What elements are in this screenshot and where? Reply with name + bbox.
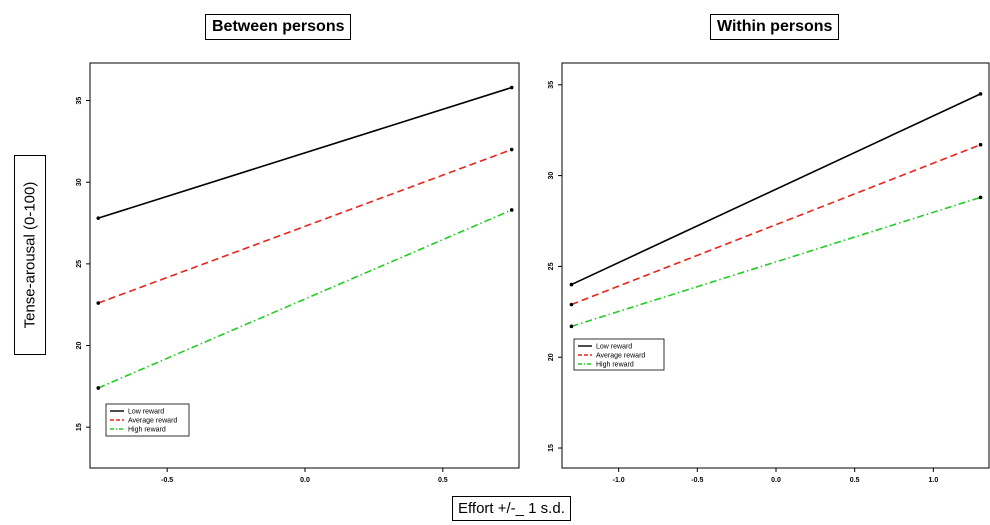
data-point — [509, 147, 514, 152]
data-point — [978, 195, 983, 200]
data-point — [978, 142, 983, 147]
x-tick-label: 0.5 — [438, 477, 448, 484]
within-persons-chart: -1.0 -0.5 0.0 0.5 1.0 15 20 25 30 35 Low reward Ave… — [548, 62, 990, 484]
data-point — [569, 302, 574, 307]
y-tick-label: 30 — [548, 172, 555, 180]
y-tick-label: 15 — [548, 444, 555, 452]
legend-label: Average reward — [596, 353, 645, 360]
x-tick-label: -0.5 — [691, 477, 703, 484]
x-tick-label: 0.0 — [300, 477, 310, 484]
data-point — [569, 282, 574, 287]
legend-label: High reward — [596, 362, 634, 369]
legend-label: Low reward — [596, 344, 632, 351]
series-line — [97, 148, 513, 304]
x-tick-label: 0.0 — [771, 477, 781, 484]
y-tick-label: 30 — [76, 178, 83, 186]
x-tick-label: 0.5 — [850, 477, 860, 484]
data-point — [509, 208, 514, 212]
series-line — [571, 196, 981, 328]
y-tick-label: 20 — [548, 353, 555, 361]
data-point — [569, 324, 574, 329]
series-line — [98, 86, 512, 219]
left-panel-title: Between persons — [205, 14, 352, 40]
y-tick-label: 35 — [548, 81, 555, 89]
legend-label: Average reward — [128, 418, 177, 425]
data-point — [96, 216, 101, 220]
x-tick-label: -0.5 — [161, 477, 173, 484]
between-persons-chart: -0.5 0.0 0.5 15 20 25 30 35 Low reward Average re… — [76, 62, 520, 484]
legend-label: High reward — [128, 427, 166, 434]
series-line — [571, 93, 981, 286]
series-line — [571, 143, 981, 306]
y-tick-label: 15 — [76, 423, 83, 431]
x-tick-label: 1.0 — [928, 477, 938, 484]
data-point — [978, 92, 983, 96]
data-point — [96, 386, 101, 390]
x-axis-label: Effort +/-_ 1 s.d. — [452, 496, 571, 521]
x-tick-label: -1.0 — [613, 477, 625, 484]
right-panel-title: Within persons — [710, 14, 840, 40]
data-point — [509, 85, 514, 90]
y-tick-label: 25 — [548, 262, 555, 270]
y-tick-label: 20 — [76, 342, 83, 350]
legend-box — [573, 338, 665, 371]
data-point — [96, 301, 101, 305]
y-axis-label-box: Tense-arousal (0-100) — [14, 155, 46, 355]
y-tick-label: 25 — [76, 260, 83, 268]
series-line — [97, 209, 513, 389]
legend-label: Low reward — [128, 409, 164, 416]
y-tick-label: 35 — [76, 97, 83, 105]
plot-frame — [561, 62, 990, 469]
